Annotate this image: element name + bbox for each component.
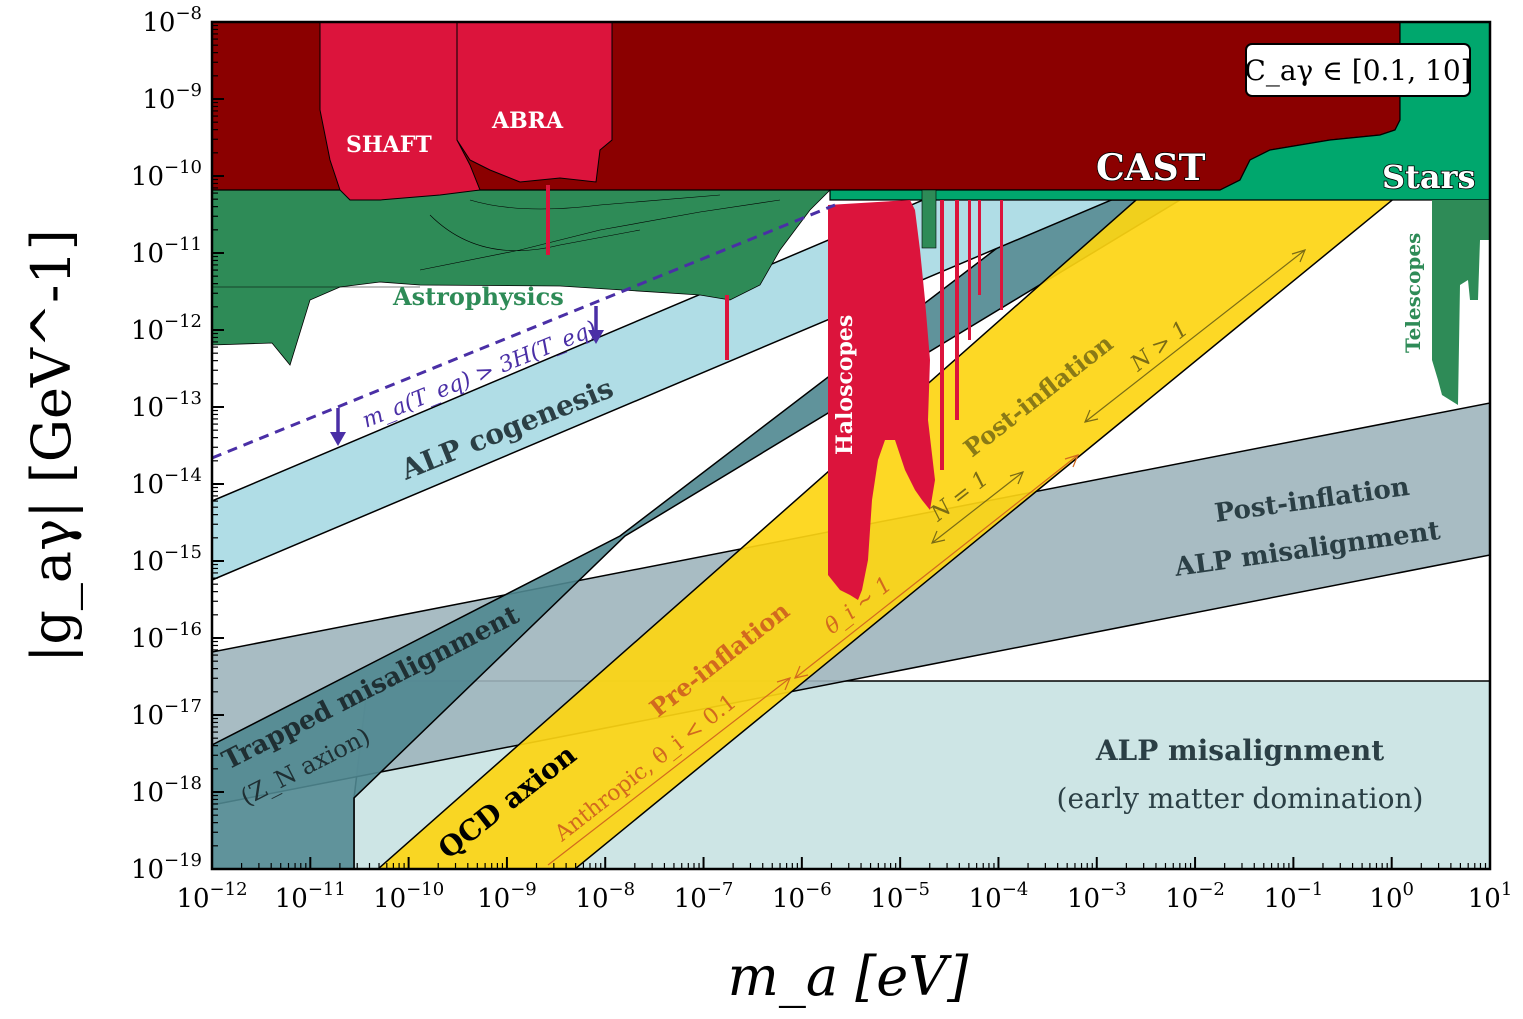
region-astrophysics [212,189,831,366]
label-haloscopes: Haloscopes [832,315,858,455]
x-tick-label: 10−3 [1067,879,1127,914]
region-shaft [319,22,481,201]
x-tick-label: 10−6 [772,879,832,914]
label-stars: Stars [1382,158,1476,196]
x-axis-title: m_a [eV] [728,945,970,1008]
legend-text: C_aγ ∈ [0.1, 10] [1244,54,1471,87]
x-tick-label: 10−1 [1264,879,1324,914]
label-alp-misalignment: ALP misalignment [1095,734,1384,767]
x-tick-label: 10−9 [477,879,537,914]
region-haloscopes [828,200,935,600]
label-emd: (early matter domination) [1057,782,1424,815]
x-tick-label: 10−7 [674,879,734,914]
x-tick-label: 10−12 [176,879,247,914]
y-tick-label: 10−16 [131,619,202,654]
region-stars [829,22,1490,201]
label-telescopes: Telescopes [1401,233,1425,353]
x-tick-label: 10−10 [373,879,444,914]
teq-arrow-left [330,408,346,446]
arrow-n-eq-1 [930,471,1025,544]
y-tick-label: 10−14 [131,465,202,500]
plot-frame [210,20,1492,871]
teq-arrow-right [588,306,604,344]
label-abra: ABRA [491,108,564,134]
y-axis-ticks: 10−19 10−18 10−17 10−16 10−15 10−14 10−13 10−12… [131,3,224,885]
x-tick-label: 10−5 [870,879,930,914]
y-axis-title: |g_aγ| [GeV^-1] [20,229,83,663]
legend-box: C_aγ ∈ [0.1, 10] [1244,43,1472,97]
region-telescopes [1432,200,1490,405]
x-tick-label: 100 [1369,879,1414,914]
y-tick-label: 10−9 [142,80,202,115]
y-tick-label: 10−17 [131,696,202,731]
plot-area: SHAFT ABRA CAST Stars Astrophysics Halos… [212,22,1490,869]
x-tick-label: 10−8 [575,879,635,914]
x-tick-label: 101 [1468,879,1513,914]
x-tick-label: 10−4 [969,879,1029,914]
y-tick-label: 10−11 [131,234,202,269]
y-tick-label: 10−19 [131,850,202,885]
x-tick-label: 10−11 [275,879,346,914]
region-abra [456,22,613,183]
y-tick-label: 10−18 [131,773,202,808]
arrow-n-gt-1 [1083,249,1307,423]
x-axis-ticks: 10−12 10−11 10−10 10−9 10−8 10−7 10−6 10−5 10−4 1… [176,857,1512,914]
label-shaft: SHAFT [346,132,432,158]
arrow-anthropic [547,677,792,866]
x-tick-label: 10−2 [1165,879,1225,914]
y-tick-label: 10−10 [131,157,202,192]
y-tick-label: 10−13 [131,388,202,423]
y-tick-label: 10−8 [142,3,202,38]
arrow-theta-1 [793,454,1080,679]
label-cast: CAST [1096,147,1206,189]
label-astrophysics: Astrophysics [392,282,564,311]
y-tick-label: 10−12 [131,311,202,346]
y-tick-label: 10−15 [131,542,202,577]
